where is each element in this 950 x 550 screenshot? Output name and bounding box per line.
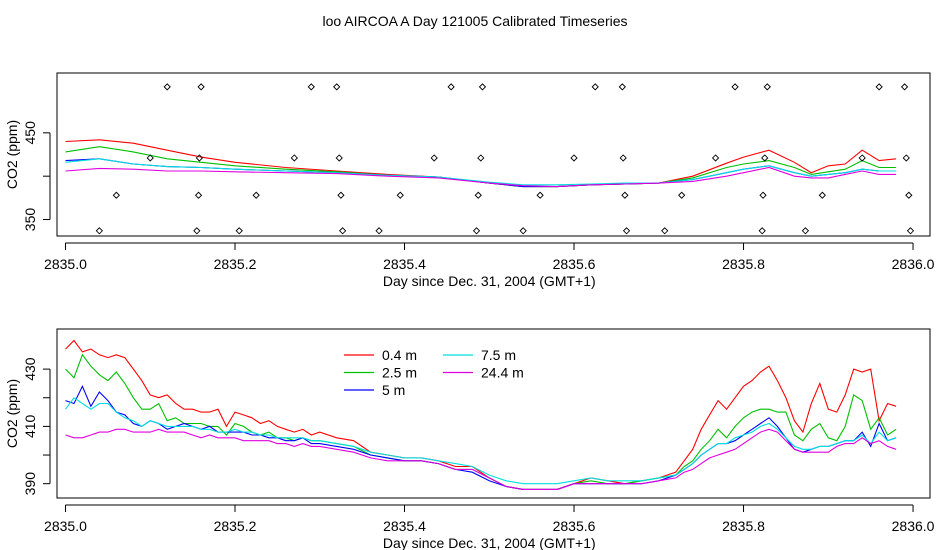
data-point-marker bbox=[290, 154, 298, 162]
data-point-marker bbox=[474, 191, 482, 199]
plot-frame bbox=[56, 72, 931, 237]
data-point-marker bbox=[591, 83, 599, 91]
data-point-marker bbox=[337, 191, 345, 199]
data-point-marker bbox=[194, 191, 203, 199]
data-point-marker bbox=[519, 227, 527, 235]
x-tick-label: 2835.6 bbox=[553, 256, 596, 272]
chart-bottom-panel: 2835.0 2835.2 2835.4 2835.6 2835.8 2836.0 Day … bbox=[4, 328, 935, 550]
data-point-marker bbox=[536, 191, 544, 199]
data-point-marker bbox=[163, 83, 171, 91]
x-axis-label: Day since Dec. 31, 2004 (GMT+1) bbox=[383, 535, 596, 550]
data-point-marker bbox=[472, 227, 481, 235]
y-tick-label: 410 bbox=[22, 414, 38, 438]
x-tick-label: 2835.0 bbox=[44, 256, 87, 272]
legend-label: 7.5 m bbox=[481, 347, 516, 363]
data-point-marker bbox=[338, 227, 347, 235]
data-point-marker bbox=[478, 83, 487, 91]
data-point-marker bbox=[759, 191, 767, 199]
data-point-marker bbox=[396, 191, 404, 199]
data-point-marker bbox=[477, 154, 485, 162]
data-point-marker bbox=[711, 154, 720, 162]
data-point-marker bbox=[905, 191, 913, 199]
x-tick-label: 2835.8 bbox=[722, 256, 765, 272]
legend-label: 0.4 m bbox=[382, 347, 417, 363]
x-tick-label: 2835.2 bbox=[214, 518, 257, 534]
data-point-marker bbox=[801, 227, 810, 235]
y-axis-label: CO2 (ppm) bbox=[4, 379, 20, 448]
series-line-bottom-7-5-m bbox=[65, 396, 897, 485]
data-point-marker bbox=[335, 154, 343, 162]
data-point-marker bbox=[761, 154, 769, 162]
plot-frame bbox=[56, 328, 931, 499]
data-point-marker bbox=[112, 191, 120, 199]
data-point-marker bbox=[252, 191, 260, 199]
data-point-marker bbox=[622, 227, 631, 235]
data-point-marker bbox=[906, 227, 915, 235]
x-tick-label: 2836.0 bbox=[892, 518, 935, 534]
data-point-marker bbox=[900, 83, 909, 91]
y-axis-label: CO2 (ppm) bbox=[4, 120, 20, 189]
y-tick-label: 430 bbox=[22, 357, 38, 381]
series-line-bottom-0-4-m bbox=[65, 339, 897, 490]
legend-label: 5 m bbox=[382, 382, 405, 398]
chart-top-panel: 2835.0 2835.2 2835.4 2835.6 2835.8 2836.0 Day … bbox=[4, 72, 935, 289]
data-point-marker bbox=[375, 227, 383, 235]
data-point-marker bbox=[618, 83, 626, 91]
data-point-marker bbox=[447, 83, 455, 91]
data-point-marker bbox=[763, 83, 771, 91]
data-point-marker bbox=[902, 154, 910, 162]
x-tick-label: 2835.6 bbox=[553, 518, 596, 534]
data-point-marker bbox=[333, 83, 341, 91]
data-point-marker bbox=[146, 154, 154, 162]
series-line-top-1 bbox=[65, 139, 897, 188]
legend-label: 2.5 m bbox=[382, 365, 417, 381]
data-point-marker bbox=[430, 154, 438, 162]
series-line-top-4 bbox=[65, 158, 897, 186]
data-point-marker bbox=[818, 191, 826, 199]
figure-title: loo AIRCOA A Day 121005 Calibrated Times… bbox=[322, 13, 627, 29]
data-point-marker bbox=[95, 227, 104, 235]
y-tick-label: 390 bbox=[22, 472, 38, 496]
data-point-marker bbox=[197, 83, 205, 91]
data-point-marker bbox=[858, 154, 866, 162]
x-tick-label: 2836.0 bbox=[892, 256, 935, 272]
data-point-marker bbox=[570, 154, 578, 162]
y-tick-label: 350 bbox=[22, 208, 38, 232]
data-point-marker bbox=[661, 227, 669, 235]
series-line-bottom-24-4-m bbox=[65, 428, 897, 490]
data-point-marker bbox=[619, 154, 627, 162]
x-tick-label: 2835.2 bbox=[214, 256, 257, 272]
data-point-marker bbox=[307, 83, 315, 91]
y-tick-label: 450 bbox=[22, 121, 38, 145]
x-tick-label: 2835.8 bbox=[722, 518, 765, 534]
data-point-marker bbox=[731, 83, 739, 91]
x-tick-label: 2835.4 bbox=[383, 518, 426, 534]
data-point-marker bbox=[875, 83, 883, 91]
data-point-marker bbox=[758, 227, 766, 235]
data-point-marker bbox=[195, 154, 204, 162]
x-tick-label: 2835.4 bbox=[383, 256, 426, 272]
data-point-marker bbox=[235, 227, 243, 235]
series-line-top-5 bbox=[65, 166, 897, 188]
x-axis-label: Day since Dec. 31, 2004 (GMT+1) bbox=[383, 273, 596, 289]
legend-label: 24.4 m bbox=[481, 365, 524, 381]
data-point-marker bbox=[678, 191, 686, 199]
data-point-marker bbox=[193, 227, 201, 235]
data-point-marker bbox=[621, 191, 629, 199]
x-tick-label: 2835.0 bbox=[44, 518, 87, 534]
